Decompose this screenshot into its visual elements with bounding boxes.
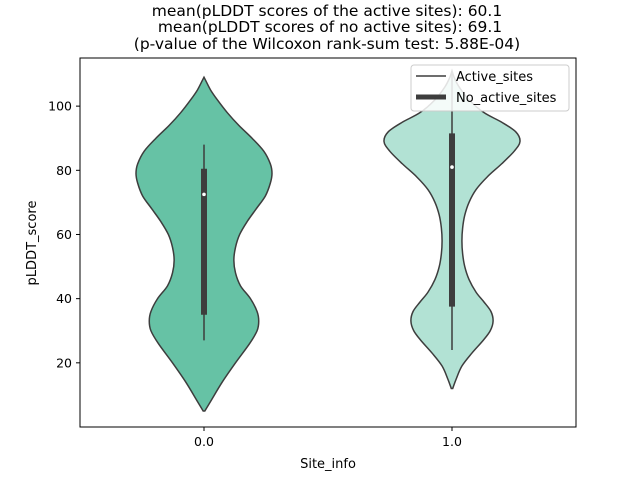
axes-frame xyxy=(79,57,577,428)
x-axis: 0.0 1.0 xyxy=(194,427,462,449)
x-axis-label: Site_info xyxy=(300,457,356,472)
y-axis: 20 40 60 80 100 xyxy=(48,99,80,370)
title-line-3: (p-value of the Wilcoxon rank-sum test: … xyxy=(134,35,520,53)
legend: Active_sites No_active_sites xyxy=(410,64,570,112)
y-tick-label-20: 20 xyxy=(56,355,72,370)
median-marker-no-active-sites xyxy=(450,165,454,169)
plot-area xyxy=(135,68,521,412)
x-tick-label-1: 1.0 xyxy=(442,434,462,449)
x-tick-label-0: 0.0 xyxy=(194,434,214,449)
y-tick-label-100: 100 xyxy=(48,99,72,114)
chart-title: mean(pLDDT scores of the active sites): … xyxy=(134,2,520,53)
title-line-1: mean(pLDDT scores of the active sites): … xyxy=(152,2,502,20)
y-tick-label-40: 40 xyxy=(56,291,72,306)
y-axis-label: pLDDT_score xyxy=(25,201,40,286)
legend-label-no-active-sites: No_active_sites xyxy=(456,91,557,106)
title-line-2: mean(pLDDT scores of no active sites): 6… xyxy=(158,18,502,36)
y-tick-label-60: 60 xyxy=(56,227,72,242)
y-tick-label-80: 80 xyxy=(56,163,72,178)
legend-label-active-sites: Active_sites xyxy=(456,70,533,85)
legend-box xyxy=(410,64,570,112)
median-marker-active-sites xyxy=(202,192,206,197)
